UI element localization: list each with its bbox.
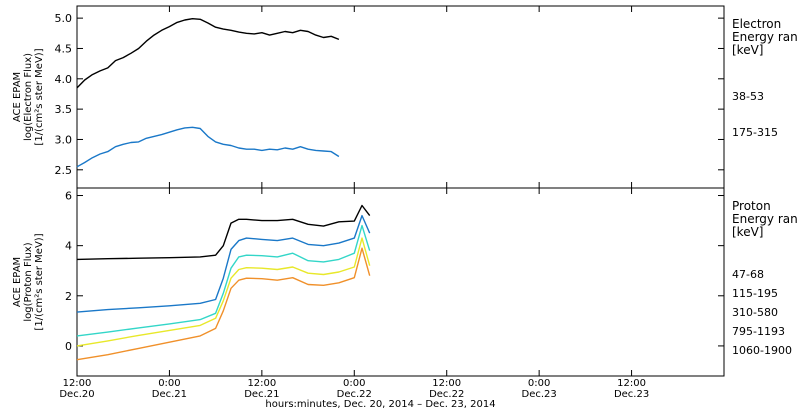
proton-ytick-label: 4 bbox=[65, 240, 72, 253]
xaxis-label: hours:minutes, Dec. 20, 2014 – Dec. 23, … bbox=[265, 399, 495, 410]
proton-legend-entry: 115-195 bbox=[732, 287, 778, 300]
electron-ylabel-line: log(Electron Flux) bbox=[23, 53, 34, 141]
xtick-label: Dec.22 bbox=[337, 389, 372, 400]
xtick-label: 0:00 bbox=[343, 378, 365, 389]
electron-ytick-label: 4.5 bbox=[55, 42, 73, 55]
electron-ytick-label: 4.0 bbox=[55, 73, 73, 86]
proton-legend-entry: 310-580 bbox=[732, 306, 778, 319]
xtick-label: Dec.23 bbox=[614, 389, 649, 400]
xtick-label: Dec.21 bbox=[152, 389, 187, 400]
proton-legend-title-line: [keV] bbox=[732, 225, 763, 239]
xtick-label: Dec.22 bbox=[429, 389, 464, 400]
proton-ytick-label: 6 bbox=[65, 190, 72, 203]
electron-legend-entry: 38-53 bbox=[732, 90, 764, 103]
electron-ytick-label: 2.5 bbox=[55, 164, 73, 177]
proton-legend-title-line: Proton bbox=[732, 199, 771, 213]
proton-legend-entry: 47-68 bbox=[732, 268, 764, 281]
proton-series-4-line bbox=[76, 247, 371, 361]
electron-ytick-label: 5.0 bbox=[55, 12, 73, 25]
electron-legend-title-line: Energy ran bbox=[732, 30, 798, 44]
proton-series-0-line bbox=[76, 204, 371, 261]
proton-ytick-label: 0 bbox=[65, 340, 72, 353]
electron-series-0-line bbox=[76, 18, 340, 89]
xtick-label: 12:00 bbox=[63, 378, 92, 389]
xtick-label: Dec.21 bbox=[244, 389, 279, 400]
electron-ytick-label: 3.0 bbox=[55, 133, 73, 146]
xtick-label: 12:00 bbox=[432, 378, 461, 389]
proton-series-1-line bbox=[76, 214, 371, 313]
xtick-label: 0:00 bbox=[528, 378, 550, 389]
electron-ylabel-line: [1/(cm²s ster MeV)] bbox=[34, 48, 45, 145]
xtick-label: 0:00 bbox=[158, 378, 180, 389]
proton-legend-entry: 1060-1900 bbox=[732, 344, 792, 357]
proton-ylabel-line: [1/(cm²s ster MeV)] bbox=[34, 233, 45, 330]
xtick-label: Dec.20 bbox=[59, 389, 94, 400]
proton-series-2-line bbox=[76, 224, 371, 337]
electron-series-1-line bbox=[76, 126, 340, 168]
proton-series-3-line bbox=[76, 237, 371, 347]
electron-ylabel-line: ACE EPAM bbox=[12, 72, 23, 122]
electron-panel-frame bbox=[76, 5, 725, 189]
proton-ytick-label: 2 bbox=[65, 290, 72, 303]
proton-ylabel-line: log(Proton Flux) bbox=[23, 242, 34, 321]
xtick-label: 12:00 bbox=[247, 378, 276, 389]
electron-ytick-label: 3.5 bbox=[55, 103, 73, 116]
electron-legend-title-line: Electron bbox=[732, 17, 781, 31]
xtick-label: 12:00 bbox=[617, 378, 646, 389]
xtick-label: Dec.23 bbox=[522, 389, 557, 400]
proton-legend-title-line: Energy ran bbox=[732, 212, 798, 226]
proton-ylabel-line: ACE EPAM bbox=[12, 257, 23, 307]
electron-legend-title-line: [keV] bbox=[732, 43, 763, 57]
electron-legend-entry: 175-315 bbox=[732, 126, 778, 139]
proton-legend-entry: 795-1193 bbox=[732, 325, 785, 338]
proton-panel-frame bbox=[76, 187, 725, 377]
